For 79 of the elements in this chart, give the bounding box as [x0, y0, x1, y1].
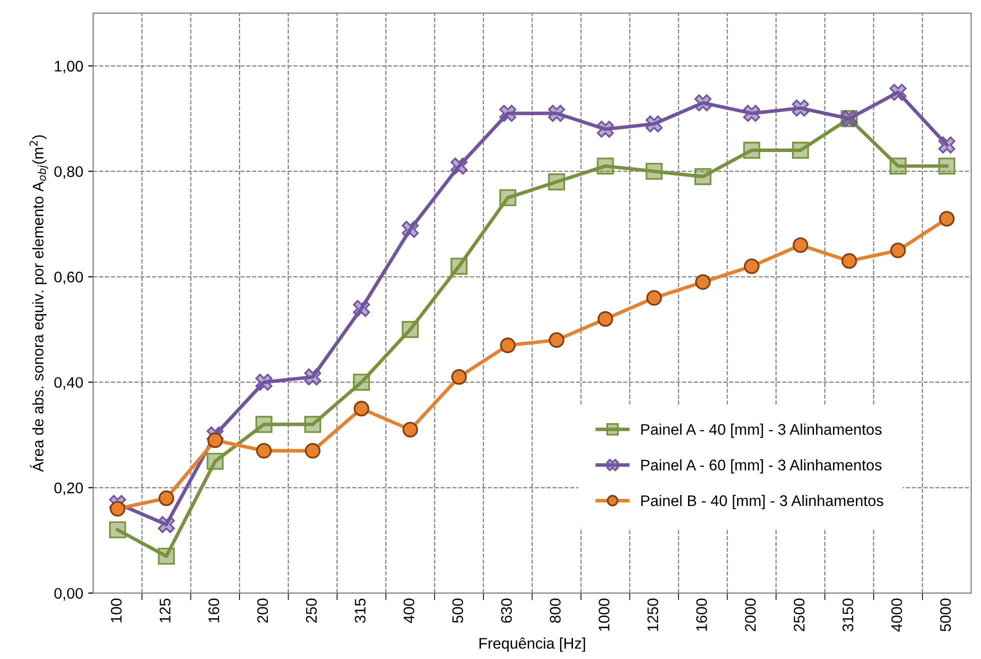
point: [352, 300, 370, 317]
point: [354, 400, 370, 416]
point: [207, 432, 223, 448]
point: [499, 189, 516, 206]
point: [646, 290, 662, 306]
x-tick-label: 400: [404, 598, 414, 624]
y-tick-label: 0,00: [54, 588, 83, 601]
point: [402, 422, 418, 438]
point: [792, 142, 809, 159]
point: [450, 158, 468, 175]
point: [744, 258, 760, 274]
x-tick-label: 315: [354, 598, 366, 623]
y-tick-label: 0,60: [54, 272, 83, 284]
point: [304, 442, 320, 459]
y-tick-label: 0,20: [54, 482, 83, 496]
point: [352, 374, 370, 391]
x-tick-label: 160: [208, 598, 220, 622]
point: [158, 516, 175, 534]
point: [255, 374, 272, 391]
point: [743, 142, 760, 159]
x-tick-label: 500: [452, 598, 464, 623]
point: [451, 369, 467, 385]
point: [890, 242, 906, 258]
x-tick-label: 200: [257, 598, 268, 623]
point: [792, 237, 808, 253]
y-tick-label: 1,00: [54, 60, 83, 74]
x-tick-label: 1600: [696, 598, 708, 631]
point: [938, 136, 956, 154]
y-tick-label: 0,40: [54, 377, 83, 390]
point: [792, 100, 809, 117]
y-tick-label: 0,80: [54, 166, 83, 179]
legend-label: Painel A - 60 [mm] - 3 Alinhamentos: [641, 459, 882, 474]
point: [110, 500, 126, 517]
point: [694, 168, 712, 186]
point: [596, 120, 614, 138]
x-tick-label: 630: [501, 598, 512, 623]
point: [304, 416, 322, 433]
point: [939, 211, 955, 227]
x-tick-label: 100: [110, 598, 122, 622]
point: [598, 311, 614, 327]
point: [694, 94, 712, 112]
legend-label: Painel A - 40 [mm] - 3 Alinhamentos: [641, 424, 882, 438]
x-tick-label: 5000: [940, 598, 951, 632]
point: [402, 321, 419, 338]
point: [890, 158, 906, 175]
x-axis-title: Frequência [Hz]: [480, 638, 586, 652]
x-tick-label: 2000: [744, 598, 756, 632]
point: [548, 173, 566, 190]
point: [646, 115, 663, 132]
point: [206, 452, 224, 470]
x-tick-label: 2500: [794, 598, 805, 632]
point: [255, 416, 272, 433]
x-tick-label: 250: [306, 598, 317, 623]
point: [450, 258, 468, 275]
y-axis-title: Área de abs. sonora equiv. por elemento A$_{obj}$(m$^{2}$): [30, 135, 48, 472]
point: [548, 332, 564, 348]
x-tick-label: 125: [160, 598, 170, 622]
point: [646, 162, 663, 180]
point: [548, 104, 566, 122]
point: [109, 521, 126, 538]
point: [499, 104, 516, 122]
point: [158, 548, 175, 565]
x-tick-label: 800: [550, 598, 561, 623]
point: [890, 84, 906, 101]
point: [402, 220, 419, 238]
legend-label: Painel B - 40 [mm] - 3 Alinhamentos: [641, 494, 884, 510]
point: [500, 338, 516, 354]
point: [158, 490, 174, 506]
x-tick-label: 1000: [598, 598, 610, 631]
point: [695, 274, 711, 290]
point: [938, 158, 956, 175]
x-tick-label: 3150: [842, 598, 854, 632]
x-tick-label: 4000: [891, 598, 902, 632]
x-tick-label: 1250: [647, 598, 658, 631]
point: [841, 253, 858, 269]
point: [743, 104, 760, 122]
point: [596, 158, 614, 175]
point: [304, 368, 322, 386]
point: [256, 442, 272, 459]
